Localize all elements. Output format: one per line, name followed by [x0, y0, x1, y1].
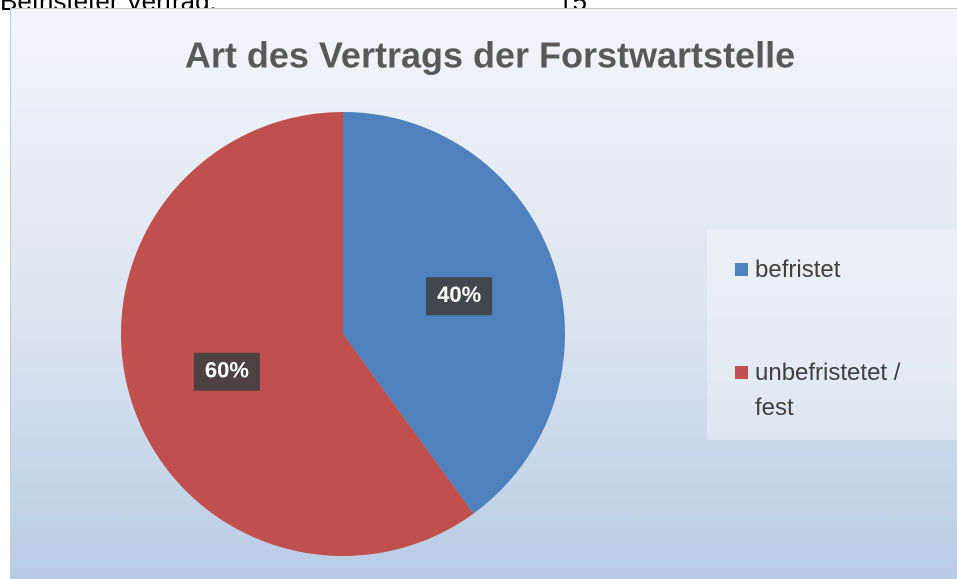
legend-label: befristet: [755, 256, 841, 283]
legend-entry: unbefristetet / fest: [735, 355, 945, 425]
pie-slice: [120, 112, 474, 556]
legend-entry: befristet: [735, 252, 945, 287]
chart-title: Art des Vertrags der Forstwartstelle: [185, 35, 795, 76]
legend-label: unbefristetet / fest: [755, 359, 901, 421]
legend: befristet unbefristetet / fest: [707, 230, 957, 440]
data-label: 40%: [437, 282, 481, 307]
data-label-box: [193, 352, 260, 391]
legend-swatch: [735, 263, 748, 276]
legend-swatch: [735, 366, 748, 379]
data-label: 60%: [205, 358, 249, 383]
data-label-box: [426, 277, 493, 316]
